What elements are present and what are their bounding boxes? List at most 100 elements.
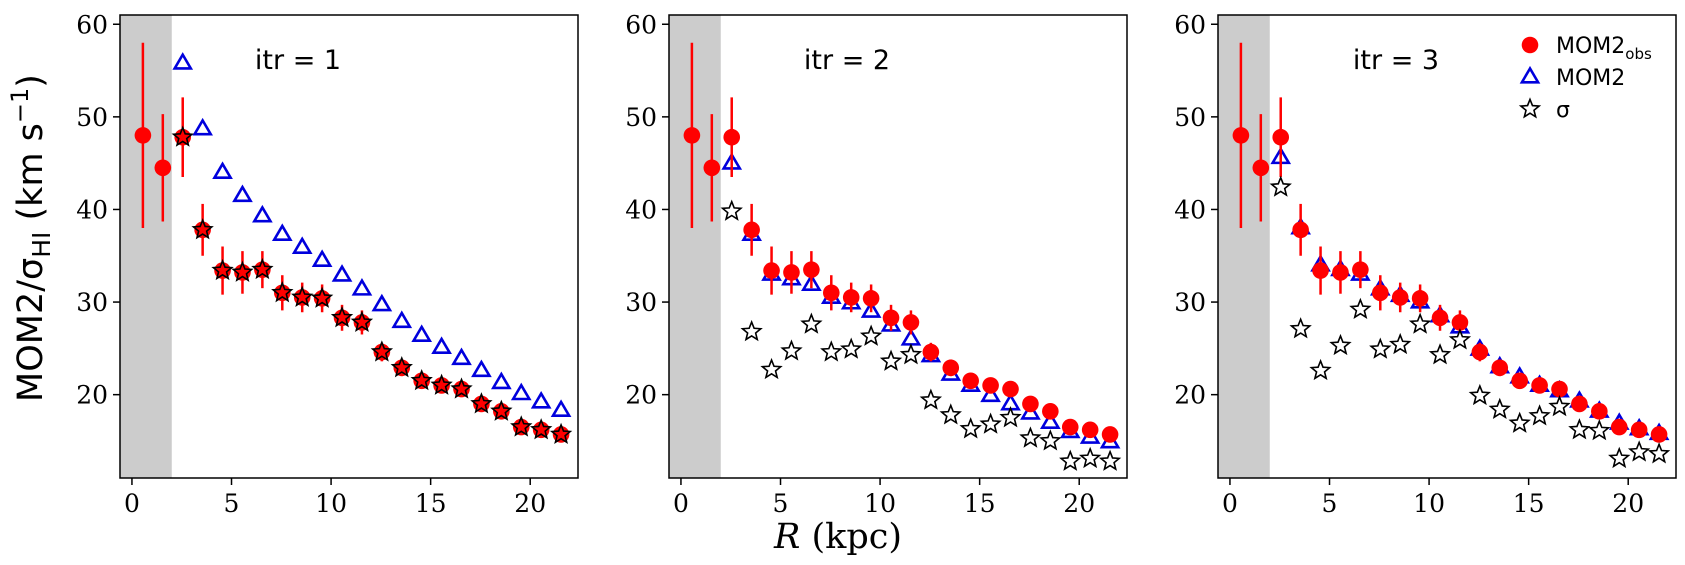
sigma-point — [939, 403, 962, 425]
sigma-point — [1098, 449, 1122, 471]
mom2-point — [311, 249, 333, 267]
obs-point — [1411, 290, 1429, 307]
mom2-point — [232, 184, 253, 203]
panel-3: 0 5 10 15 20 20 30 40 50 60 itr = 3 — [1174, 10, 1677, 518]
sigma-point — [1528, 404, 1551, 426]
mom2-point — [252, 204, 273, 223]
obs-point — [703, 159, 721, 177]
shaded-inner-region — [669, 15, 721, 478]
sigma-point — [330, 306, 354, 328]
sigma-point — [1389, 332, 1412, 355]
obs-point — [902, 314, 920, 331]
x-tick-label: 15 — [964, 489, 996, 518]
sigma-point — [800, 312, 823, 334]
legend-label: MOM2obs — [1556, 34, 1652, 63]
sigma-point — [191, 218, 214, 240]
y-tick-label: 40 — [625, 195, 657, 224]
legend-marker-sigma — [1518, 97, 1542, 119]
mom2-point — [510, 382, 532, 401]
mom2-point — [490, 371, 512, 390]
y-tick-label: 20 — [625, 381, 657, 410]
mom2-point — [371, 293, 393, 312]
legend-marker-mom2 — [1519, 65, 1541, 84]
sigma-point — [211, 258, 234, 281]
sigma-point — [549, 422, 573, 444]
mom2-point — [550, 399, 572, 417]
obs-point — [783, 264, 800, 281]
panel-title: itr = 3 — [1353, 45, 1439, 76]
legend-marker-obs — [1521, 36, 1539, 54]
sigma-point — [1329, 333, 1352, 356]
sigma-point — [899, 343, 923, 365]
obs-point — [1292, 221, 1309, 239]
sigma-point — [1608, 446, 1631, 469]
y-tick-label: 30 — [1174, 288, 1206, 317]
mom2-point — [411, 324, 433, 342]
sigma-point — [1568, 418, 1591, 440]
x-axis-label: R (kpc) — [773, 517, 902, 557]
legend: MOM2obs MOM2 σ — [1518, 34, 1652, 123]
obs-point — [1042, 403, 1059, 420]
obs-point — [1471, 343, 1489, 361]
sigma-point — [1039, 429, 1062, 451]
sigma-point — [760, 357, 783, 380]
sigma-point — [370, 340, 394, 362]
mom2-point — [212, 161, 233, 179]
sigma-point — [310, 286, 334, 308]
panel-title: itr = 1 — [255, 45, 341, 76]
sigma-point — [979, 412, 1002, 434]
y-tick-label: 30 — [625, 288, 657, 317]
sigma-point — [1078, 446, 1102, 469]
sigma-point — [1448, 328, 1472, 350]
x-tick-label: 20 — [514, 489, 546, 518]
legend-entry-mom2: MOM2 — [1519, 65, 1625, 91]
obs-point — [803, 261, 820, 278]
sigma-point — [171, 125, 194, 147]
obs-point — [1630, 421, 1648, 439]
plot-frame — [119, 14, 579, 479]
shaded-inner-region — [120, 15, 172, 478]
panel-title: itr = 2 — [804, 45, 890, 76]
obs-point — [1371, 284, 1389, 302]
x-tick-label: 5 — [1322, 489, 1338, 518]
sigma-point — [390, 356, 413, 378]
x-tick-label: 15 — [1513, 489, 1545, 518]
obs-point — [1531, 377, 1548, 394]
obs-point — [1061, 418, 1079, 436]
obs-point — [1272, 128, 1290, 146]
obs-point — [723, 128, 741, 146]
sigma-point — [1488, 397, 1511, 419]
obs-point — [1491, 359, 1509, 377]
obs-point — [1571, 395, 1588, 413]
y-tick-label: 60 — [625, 10, 657, 39]
sigma-point — [720, 199, 743, 221]
sigma-point — [1428, 343, 1452, 365]
sigma-point — [529, 418, 553, 440]
sigma-point — [1627, 440, 1651, 462]
sigma-point — [1468, 383, 1492, 406]
obs-point — [882, 309, 900, 327]
y-tick-label: 30 — [76, 288, 108, 317]
mom2-point — [471, 359, 492, 378]
sigma-point — [291, 285, 314, 307]
x-tick-label: 5 — [773, 489, 789, 518]
x-tick-label: 5 — [224, 489, 240, 518]
obs-point — [942, 359, 960, 377]
sigma-point — [490, 399, 513, 421]
sigma-point — [430, 373, 453, 395]
y-tick-label: 50 — [1174, 103, 1206, 132]
obs-point — [1332, 264, 1349, 281]
mom2-point — [331, 264, 353, 282]
legend-entry-obs: MOM2obs — [1521, 34, 1652, 63]
sigma-point — [450, 377, 473, 399]
obs-point — [1312, 262, 1329, 279]
sigma-point — [999, 406, 1022, 428]
sigma-point — [1059, 449, 1082, 471]
obs-point — [1081, 421, 1099, 439]
mom2-point — [351, 278, 373, 296]
x-tick-label: 0 — [1222, 489, 1238, 518]
sigma-point — [1349, 297, 1372, 319]
sigma-point — [1019, 426, 1042, 448]
mom2-point — [1039, 411, 1061, 430]
